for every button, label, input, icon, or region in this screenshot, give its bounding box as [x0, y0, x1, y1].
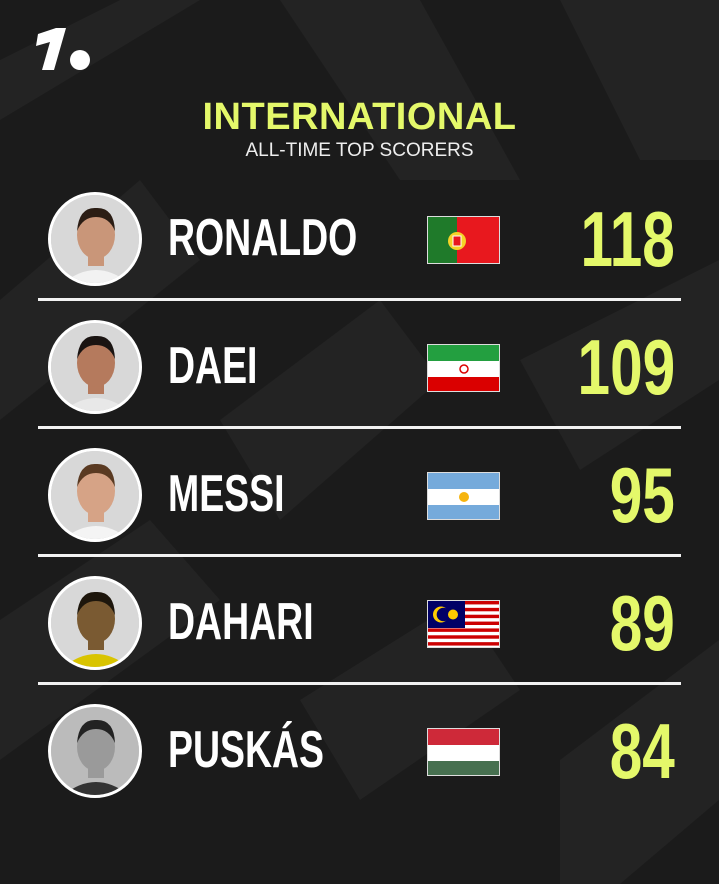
- player-name: MESSI: [168, 465, 285, 523]
- divider: [38, 554, 681, 557]
- hungary-flag-icon: [427, 728, 500, 776]
- player-photo: [48, 448, 142, 542]
- player-photo: [48, 576, 142, 670]
- brand-logo: [36, 28, 92, 77]
- player-row: DAHARI 89: [0, 560, 719, 688]
- player-name: DAEI: [168, 337, 258, 395]
- player-photo: [48, 192, 142, 286]
- player-row: DAEI 109: [0, 304, 719, 432]
- player-name: RONALDO: [168, 209, 358, 267]
- player-row: MESSI 95: [0, 432, 719, 560]
- argentina-flag-icon: [427, 472, 500, 520]
- goals-count: 109: [577, 323, 675, 411]
- goals-count: 95: [609, 451, 675, 539]
- divider: [38, 426, 681, 429]
- player-row: PUSKÁS 84: [0, 688, 719, 816]
- divider: [38, 298, 681, 301]
- malaysia-flag-icon: [427, 600, 500, 648]
- player-photo: [48, 704, 142, 798]
- player-name: DAHARI: [168, 593, 314, 651]
- goals-count: 118: [580, 195, 675, 283]
- player-row: RONALDO 118: [0, 176, 719, 304]
- goals-count: 89: [609, 579, 675, 667]
- page-subtitle: ALL-TIME TOP SCORERS: [245, 140, 474, 161]
- goals-count: 84: [609, 707, 675, 795]
- divider: [38, 682, 681, 685]
- player-photo: [48, 320, 142, 414]
- player-name: PUSKÁS: [168, 721, 325, 779]
- iran-flag-icon: [427, 344, 500, 392]
- page-title: INTERNATIONAL: [202, 96, 517, 138]
- portugal-flag-icon: [427, 216, 500, 264]
